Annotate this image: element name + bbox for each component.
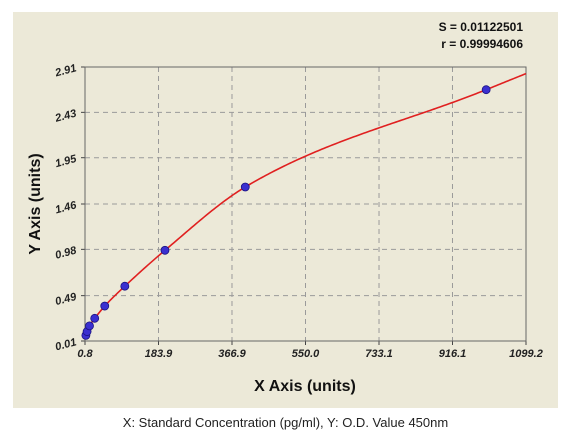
chart-panel (13, 12, 558, 408)
y-tick-label: 2.43 (53, 108, 78, 125)
stat-s: S = 0.01122501 (439, 20, 524, 34)
data-point (120, 281, 130, 291)
x-tick-label: 733.1 (365, 348, 393, 360)
data-point (100, 301, 110, 311)
y-axis-title: Y Axis (units) (27, 153, 44, 254)
data-point (90, 313, 100, 323)
x-tick-label: 366.9 (218, 348, 246, 360)
stat-r: r = 0.99994606 (441, 37, 523, 51)
y-tick-label: 0.01 (54, 336, 78, 353)
data-point (85, 321, 94, 331)
x-tick-label: 550.0 (292, 348, 320, 360)
data-point (160, 245, 170, 255)
data-point (240, 182, 250, 192)
x-tick-labels: 0.8 183.9 366.9 550.0 733.1 916.1 1099.2 (77, 348, 542, 360)
fit-curve-line (85, 72, 527, 336)
x-tick-label: 916.1 (439, 348, 467, 360)
y-tick-labels: 0.01 0.49 0.98 1.46 1.95 2.43 2.91 (53, 62, 79, 353)
y-tick-label: 1.95 (54, 153, 79, 170)
chart-caption: X: Standard Concentration (pg/ml), Y: O.… (122, 415, 449, 430)
y-tick-label: 0.98 (54, 244, 79, 261)
fit-curve (85, 72, 527, 336)
grid (81, 66, 527, 345)
y-tick-label: 2.91 (53, 62, 78, 79)
plot-area (84, 66, 527, 342)
x-tick-label: 1099.2 (509, 348, 543, 360)
y-tick-label: 0.49 (54, 291, 79, 308)
x-axis-title: X Axis (units) (254, 378, 356, 395)
chart: 0.8 183.9 366.9 550.0 733.1 916.1 1099.2 0.010… (27, 20, 543, 395)
x-tick-label: 0.8 (77, 348, 93, 360)
data-point (481, 85, 491, 95)
x-tick-label: 183.9 (145, 348, 173, 360)
y-tick-label: 1.46 (54, 199, 79, 216)
data-points (81, 85, 491, 340)
